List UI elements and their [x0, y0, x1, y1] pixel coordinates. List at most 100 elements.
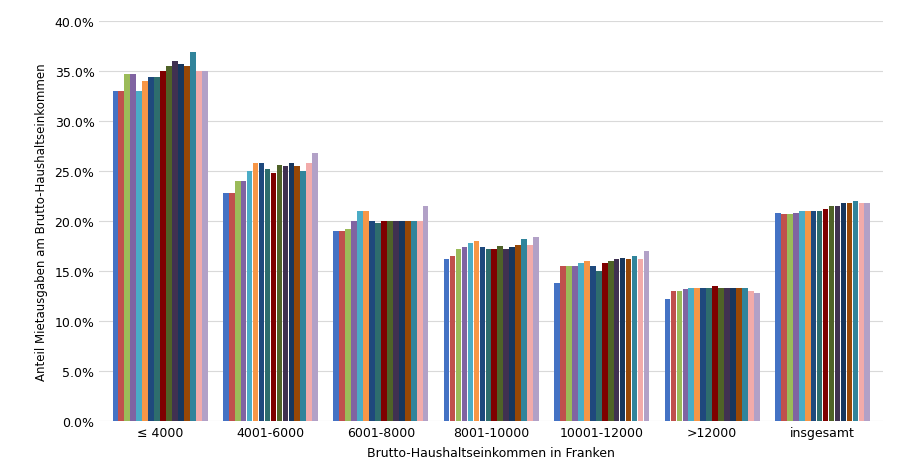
Bar [829, 206, 834, 421]
Bar [841, 203, 846, 421]
Bar [781, 214, 787, 421]
Bar [444, 259, 449, 421]
Bar [811, 211, 816, 421]
Bar [712, 286, 718, 421]
Bar [405, 221, 410, 421]
Bar [306, 163, 312, 421]
Bar [289, 163, 294, 421]
Bar [485, 249, 491, 421]
Bar [554, 283, 560, 421]
Bar [503, 249, 509, 421]
Bar [736, 288, 742, 421]
Bar [799, 211, 805, 421]
Bar [411, 221, 417, 421]
Bar [834, 206, 841, 421]
Bar [178, 65, 184, 421]
Bar [748, 291, 754, 421]
Bar [644, 251, 649, 421]
Bar [351, 221, 357, 421]
Bar [387, 221, 392, 421]
Bar [664, 299, 670, 421]
Bar [166, 67, 172, 421]
Bar [235, 181, 240, 421]
Bar [620, 258, 625, 421]
Bar [754, 293, 760, 421]
Bar [346, 229, 351, 421]
Bar [202, 71, 208, 421]
Bar [393, 221, 399, 421]
Bar [596, 271, 601, 421]
Bar [455, 249, 462, 421]
Bar [602, 263, 608, 421]
Bar [491, 249, 497, 421]
Bar [498, 246, 503, 421]
Bar [572, 266, 578, 421]
Bar [265, 169, 270, 421]
Bar [516, 245, 521, 421]
Bar [357, 211, 363, 421]
Bar [590, 266, 596, 421]
Bar [638, 259, 644, 421]
Bar [130, 75, 136, 421]
Bar [160, 71, 166, 421]
Bar [119, 91, 124, 421]
Bar [566, 266, 572, 421]
Bar [700, 288, 706, 421]
Bar [608, 261, 614, 421]
Bar [333, 231, 339, 421]
Bar [417, 221, 422, 421]
Bar [229, 193, 235, 421]
Bar [787, 214, 793, 421]
Bar [742, 288, 748, 421]
Bar [480, 247, 485, 421]
Bar [312, 153, 318, 421]
Bar [626, 259, 632, 421]
Bar [730, 288, 736, 421]
Bar [381, 221, 387, 421]
Bar [172, 61, 178, 421]
Bar [283, 167, 288, 421]
Bar [154, 78, 160, 421]
Y-axis label: Anteil Mietausgaben am Brutto-Haushaltseinkommen: Anteil Mietausgaben am Brutto-Haushaltse… [35, 63, 48, 380]
Bar [399, 221, 405, 421]
Bar [533, 237, 539, 421]
Bar [859, 203, 864, 421]
Bar [718, 288, 724, 421]
Bar [375, 223, 381, 421]
Bar [223, 193, 229, 421]
Bar [632, 256, 637, 421]
Bar [462, 247, 467, 421]
Bar [276, 165, 283, 421]
Bar [423, 206, 428, 421]
Bar [695, 288, 700, 421]
Bar [148, 78, 154, 421]
X-axis label: Brutto-Haushaltseinkommen in Franken: Brutto-Haushaltseinkommen in Franken [367, 446, 616, 459]
Bar [527, 245, 533, 421]
Bar [468, 243, 473, 421]
Bar [775, 213, 780, 421]
Bar [852, 201, 859, 421]
Bar [473, 241, 480, 421]
Bar [142, 81, 148, 421]
Bar [271, 173, 276, 421]
Bar [247, 171, 253, 421]
Bar [682, 289, 688, 421]
Bar [137, 91, 142, 421]
Bar [724, 288, 730, 421]
Bar [369, 221, 374, 421]
Bar [670, 291, 676, 421]
Bar [584, 261, 590, 421]
Bar [294, 167, 301, 421]
Bar [865, 203, 870, 421]
Bar [521, 239, 527, 421]
Bar [253, 163, 258, 421]
Bar [258, 163, 265, 421]
Bar [805, 211, 811, 421]
Bar [241, 181, 247, 421]
Bar [509, 247, 515, 421]
Bar [301, 171, 306, 421]
Bar [184, 67, 190, 421]
Bar [793, 213, 798, 421]
Bar [688, 288, 694, 421]
Bar [364, 211, 369, 421]
